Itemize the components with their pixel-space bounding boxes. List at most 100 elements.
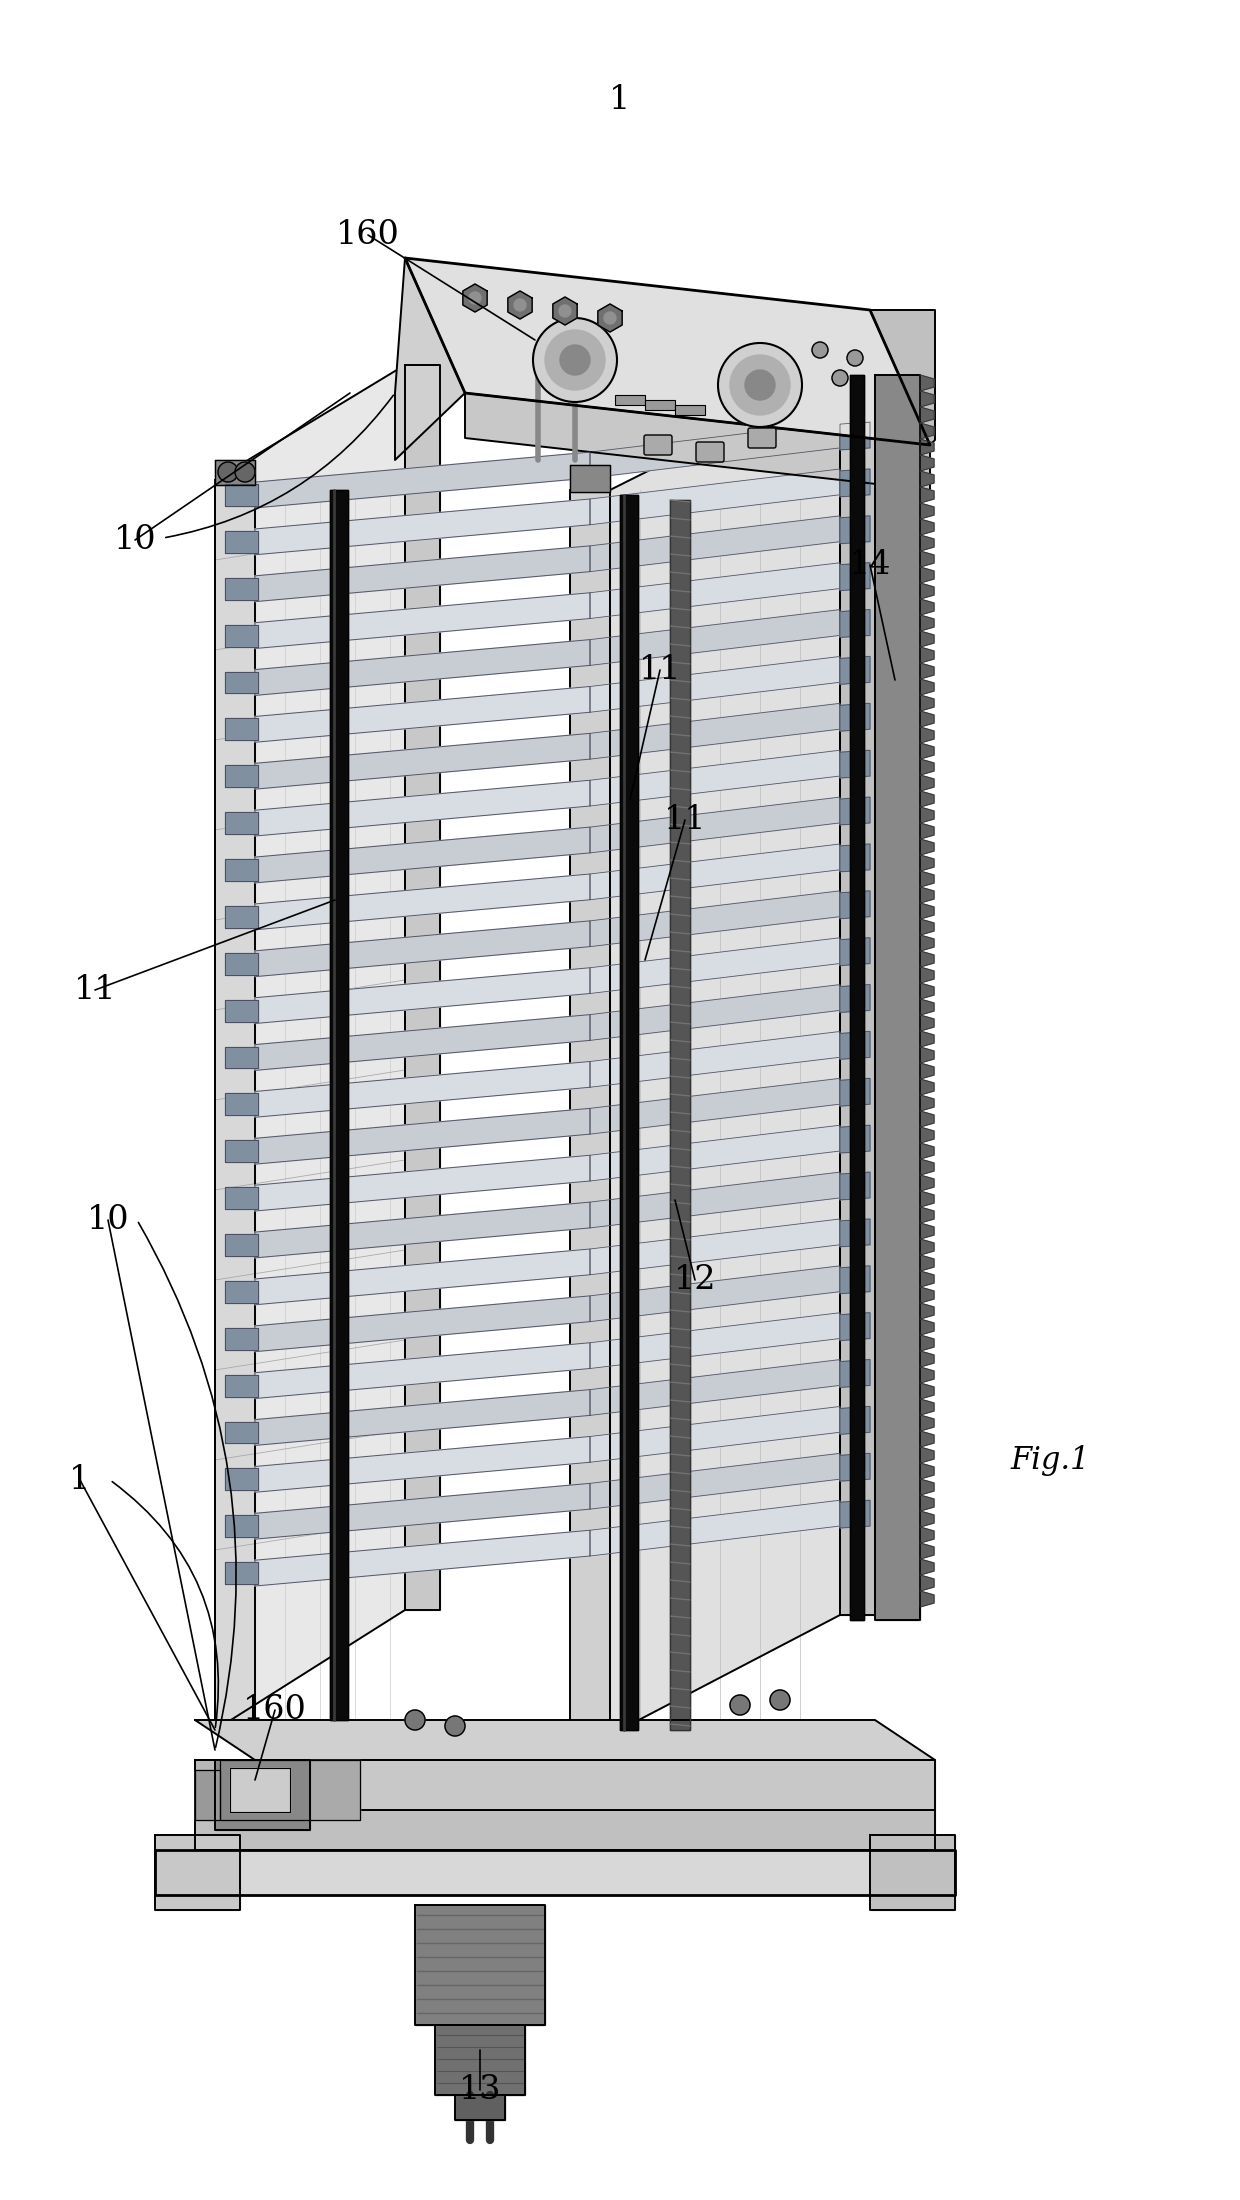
Polygon shape [920, 519, 934, 535]
Polygon shape [255, 592, 590, 649]
Polygon shape [224, 766, 258, 788]
Polygon shape [224, 1421, 258, 1443]
Polygon shape [920, 1126, 934, 1144]
Polygon shape [255, 873, 590, 931]
Polygon shape [920, 1254, 934, 1272]
Polygon shape [195, 1771, 219, 1819]
Polygon shape [255, 781, 590, 836]
Polygon shape [920, 711, 934, 726]
Polygon shape [224, 1280, 258, 1302]
Polygon shape [590, 515, 839, 572]
Polygon shape [590, 1313, 839, 1368]
Polygon shape [590, 845, 839, 900]
Polygon shape [870, 1835, 955, 1910]
Polygon shape [920, 1190, 934, 1208]
Text: 10: 10 [114, 524, 156, 557]
Polygon shape [839, 937, 870, 966]
Polygon shape [255, 1250, 590, 1305]
Text: 160: 160 [336, 220, 401, 251]
Polygon shape [920, 504, 934, 519]
Polygon shape [920, 422, 934, 440]
Polygon shape [224, 999, 258, 1021]
Polygon shape [224, 1140, 258, 1162]
Circle shape [236, 462, 255, 482]
Polygon shape [620, 495, 639, 1729]
Polygon shape [224, 1516, 258, 1538]
Polygon shape [195, 1760, 935, 1811]
Polygon shape [839, 1500, 870, 1529]
Polygon shape [920, 920, 934, 935]
Polygon shape [920, 726, 934, 744]
Polygon shape [590, 986, 839, 1041]
Polygon shape [920, 1144, 934, 1159]
Polygon shape [839, 469, 870, 497]
FancyBboxPatch shape [696, 442, 724, 462]
Polygon shape [920, 935, 934, 950]
Text: 1: 1 [69, 1463, 91, 1496]
Polygon shape [508, 290, 532, 319]
Polygon shape [839, 796, 870, 825]
Circle shape [546, 330, 605, 389]
Text: 13: 13 [459, 2075, 501, 2105]
Polygon shape [155, 1850, 955, 1894]
Polygon shape [590, 796, 839, 854]
Polygon shape [920, 1014, 934, 1032]
Polygon shape [610, 374, 839, 1736]
Polygon shape [920, 1063, 934, 1078]
FancyBboxPatch shape [644, 436, 672, 455]
Polygon shape [590, 656, 839, 713]
Polygon shape [224, 1329, 258, 1349]
Polygon shape [255, 1201, 590, 1258]
Polygon shape [255, 922, 590, 977]
Polygon shape [590, 1173, 839, 1228]
Polygon shape [195, 1720, 935, 1760]
Polygon shape [920, 1560, 934, 1575]
Polygon shape [920, 647, 934, 662]
Polygon shape [839, 609, 870, 638]
Polygon shape [920, 1159, 934, 1175]
Polygon shape [224, 953, 258, 975]
Polygon shape [215, 460, 255, 484]
Polygon shape [920, 583, 934, 598]
Polygon shape [920, 983, 934, 999]
Polygon shape [330, 491, 348, 1720]
Polygon shape [920, 1047, 934, 1063]
Polygon shape [590, 1032, 839, 1087]
Polygon shape [920, 774, 934, 792]
Polygon shape [920, 999, 934, 1014]
Polygon shape [590, 609, 839, 664]
Polygon shape [598, 304, 622, 332]
Polygon shape [405, 257, 930, 444]
Polygon shape [870, 310, 935, 444]
Circle shape [559, 306, 570, 317]
Polygon shape [920, 1542, 934, 1560]
Polygon shape [255, 1531, 590, 1586]
Polygon shape [920, 374, 934, 392]
Polygon shape [920, 902, 934, 920]
Polygon shape [920, 392, 934, 407]
Polygon shape [920, 568, 934, 583]
Polygon shape [920, 1575, 934, 1591]
Polygon shape [839, 704, 870, 730]
Text: 11: 11 [73, 975, 117, 1005]
Polygon shape [920, 631, 934, 647]
Polygon shape [224, 812, 258, 834]
Polygon shape [920, 1415, 934, 1430]
Circle shape [730, 1694, 750, 1716]
Polygon shape [920, 968, 934, 983]
Polygon shape [920, 535, 934, 550]
Polygon shape [920, 1335, 934, 1351]
Polygon shape [224, 484, 258, 506]
Polygon shape [590, 1406, 839, 1463]
Polygon shape [155, 1835, 241, 1910]
Polygon shape [839, 1032, 870, 1058]
Polygon shape [255, 733, 590, 790]
Polygon shape [255, 1060, 590, 1118]
Polygon shape [920, 1111, 934, 1126]
Polygon shape [920, 1430, 934, 1448]
Polygon shape [875, 374, 920, 1619]
Polygon shape [224, 860, 258, 880]
Circle shape [770, 1690, 790, 1709]
Polygon shape [590, 469, 839, 526]
Polygon shape [255, 1014, 590, 1071]
